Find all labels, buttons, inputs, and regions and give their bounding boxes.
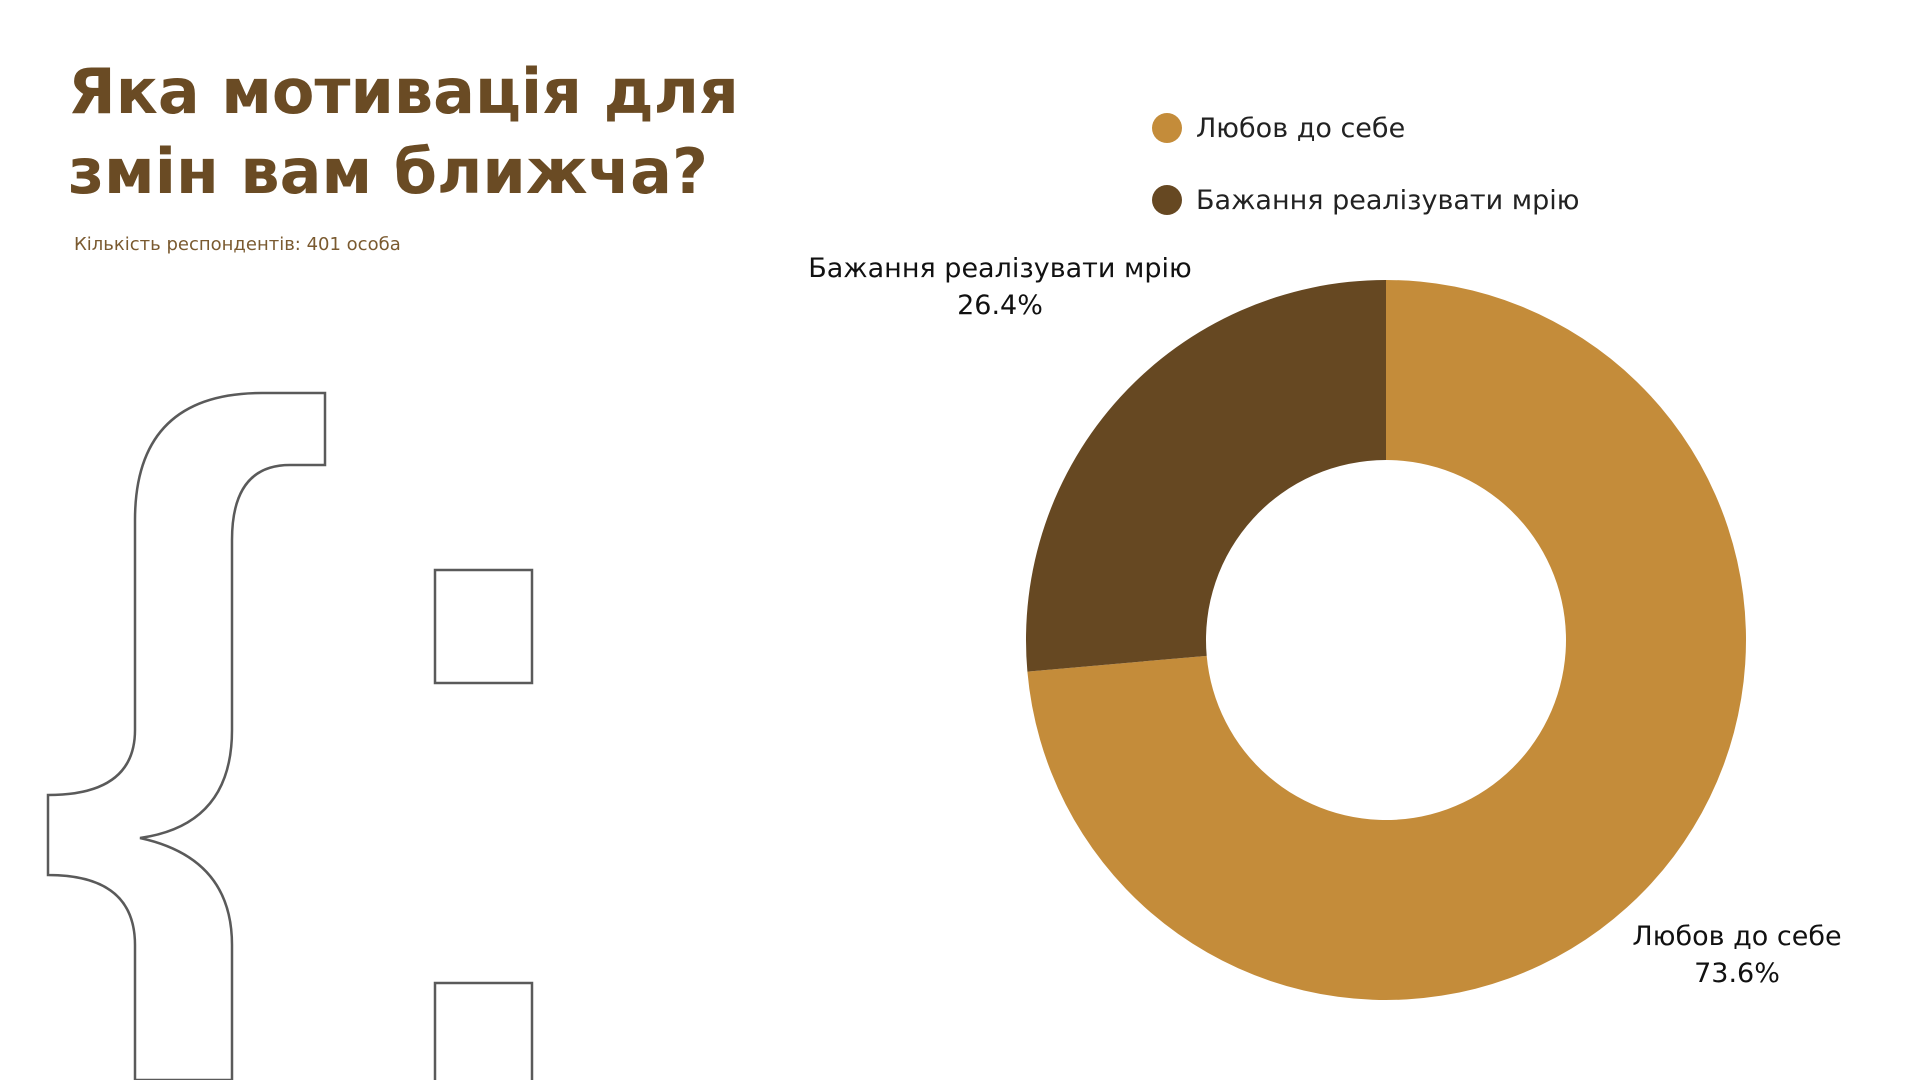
legend-swatch — [1152, 185, 1182, 215]
donut-slice-0 — [1027, 280, 1747, 1001]
chart-legend: Любов до себе Бажання реалізувати мрію — [1152, 108, 1580, 252]
decorative-square-upper — [433, 568, 534, 685]
decorative-square-lower — [433, 981, 534, 1080]
slice-label-value: 73.6% — [1694, 958, 1780, 989]
legend-item-dream: Бажання реалізувати мрію — [1152, 180, 1580, 220]
legend-label: Бажання реалізувати мрію — [1196, 184, 1580, 216]
decorative-brace-icon — [46, 391, 534, 1080]
slice-label-name: Бажання реалізувати мрію — [808, 253, 1192, 284]
brace-outline — [46, 391, 327, 1080]
legend-item-self-love: Любов до себе — [1152, 108, 1580, 148]
page-title: Яка мотивація для змін вам ближча? — [68, 55, 739, 208]
legend-label: Любов до себе — [1196, 112, 1406, 144]
slice-label-self-love: Любов до себе 73.6% — [1632, 918, 1841, 992]
respondents-count: Кількість респондентів: 401 особа — [74, 234, 401, 255]
slice-label-value: 26.4% — [957, 290, 1043, 321]
slice-label-name: Любов до себе — [1632, 921, 1842, 952]
donut-slice-1 — [1026, 280, 1386, 672]
legend-swatch — [1152, 113, 1182, 143]
slice-label-dream: Бажання реалізувати мрію 26.4% — [808, 250, 1192, 324]
